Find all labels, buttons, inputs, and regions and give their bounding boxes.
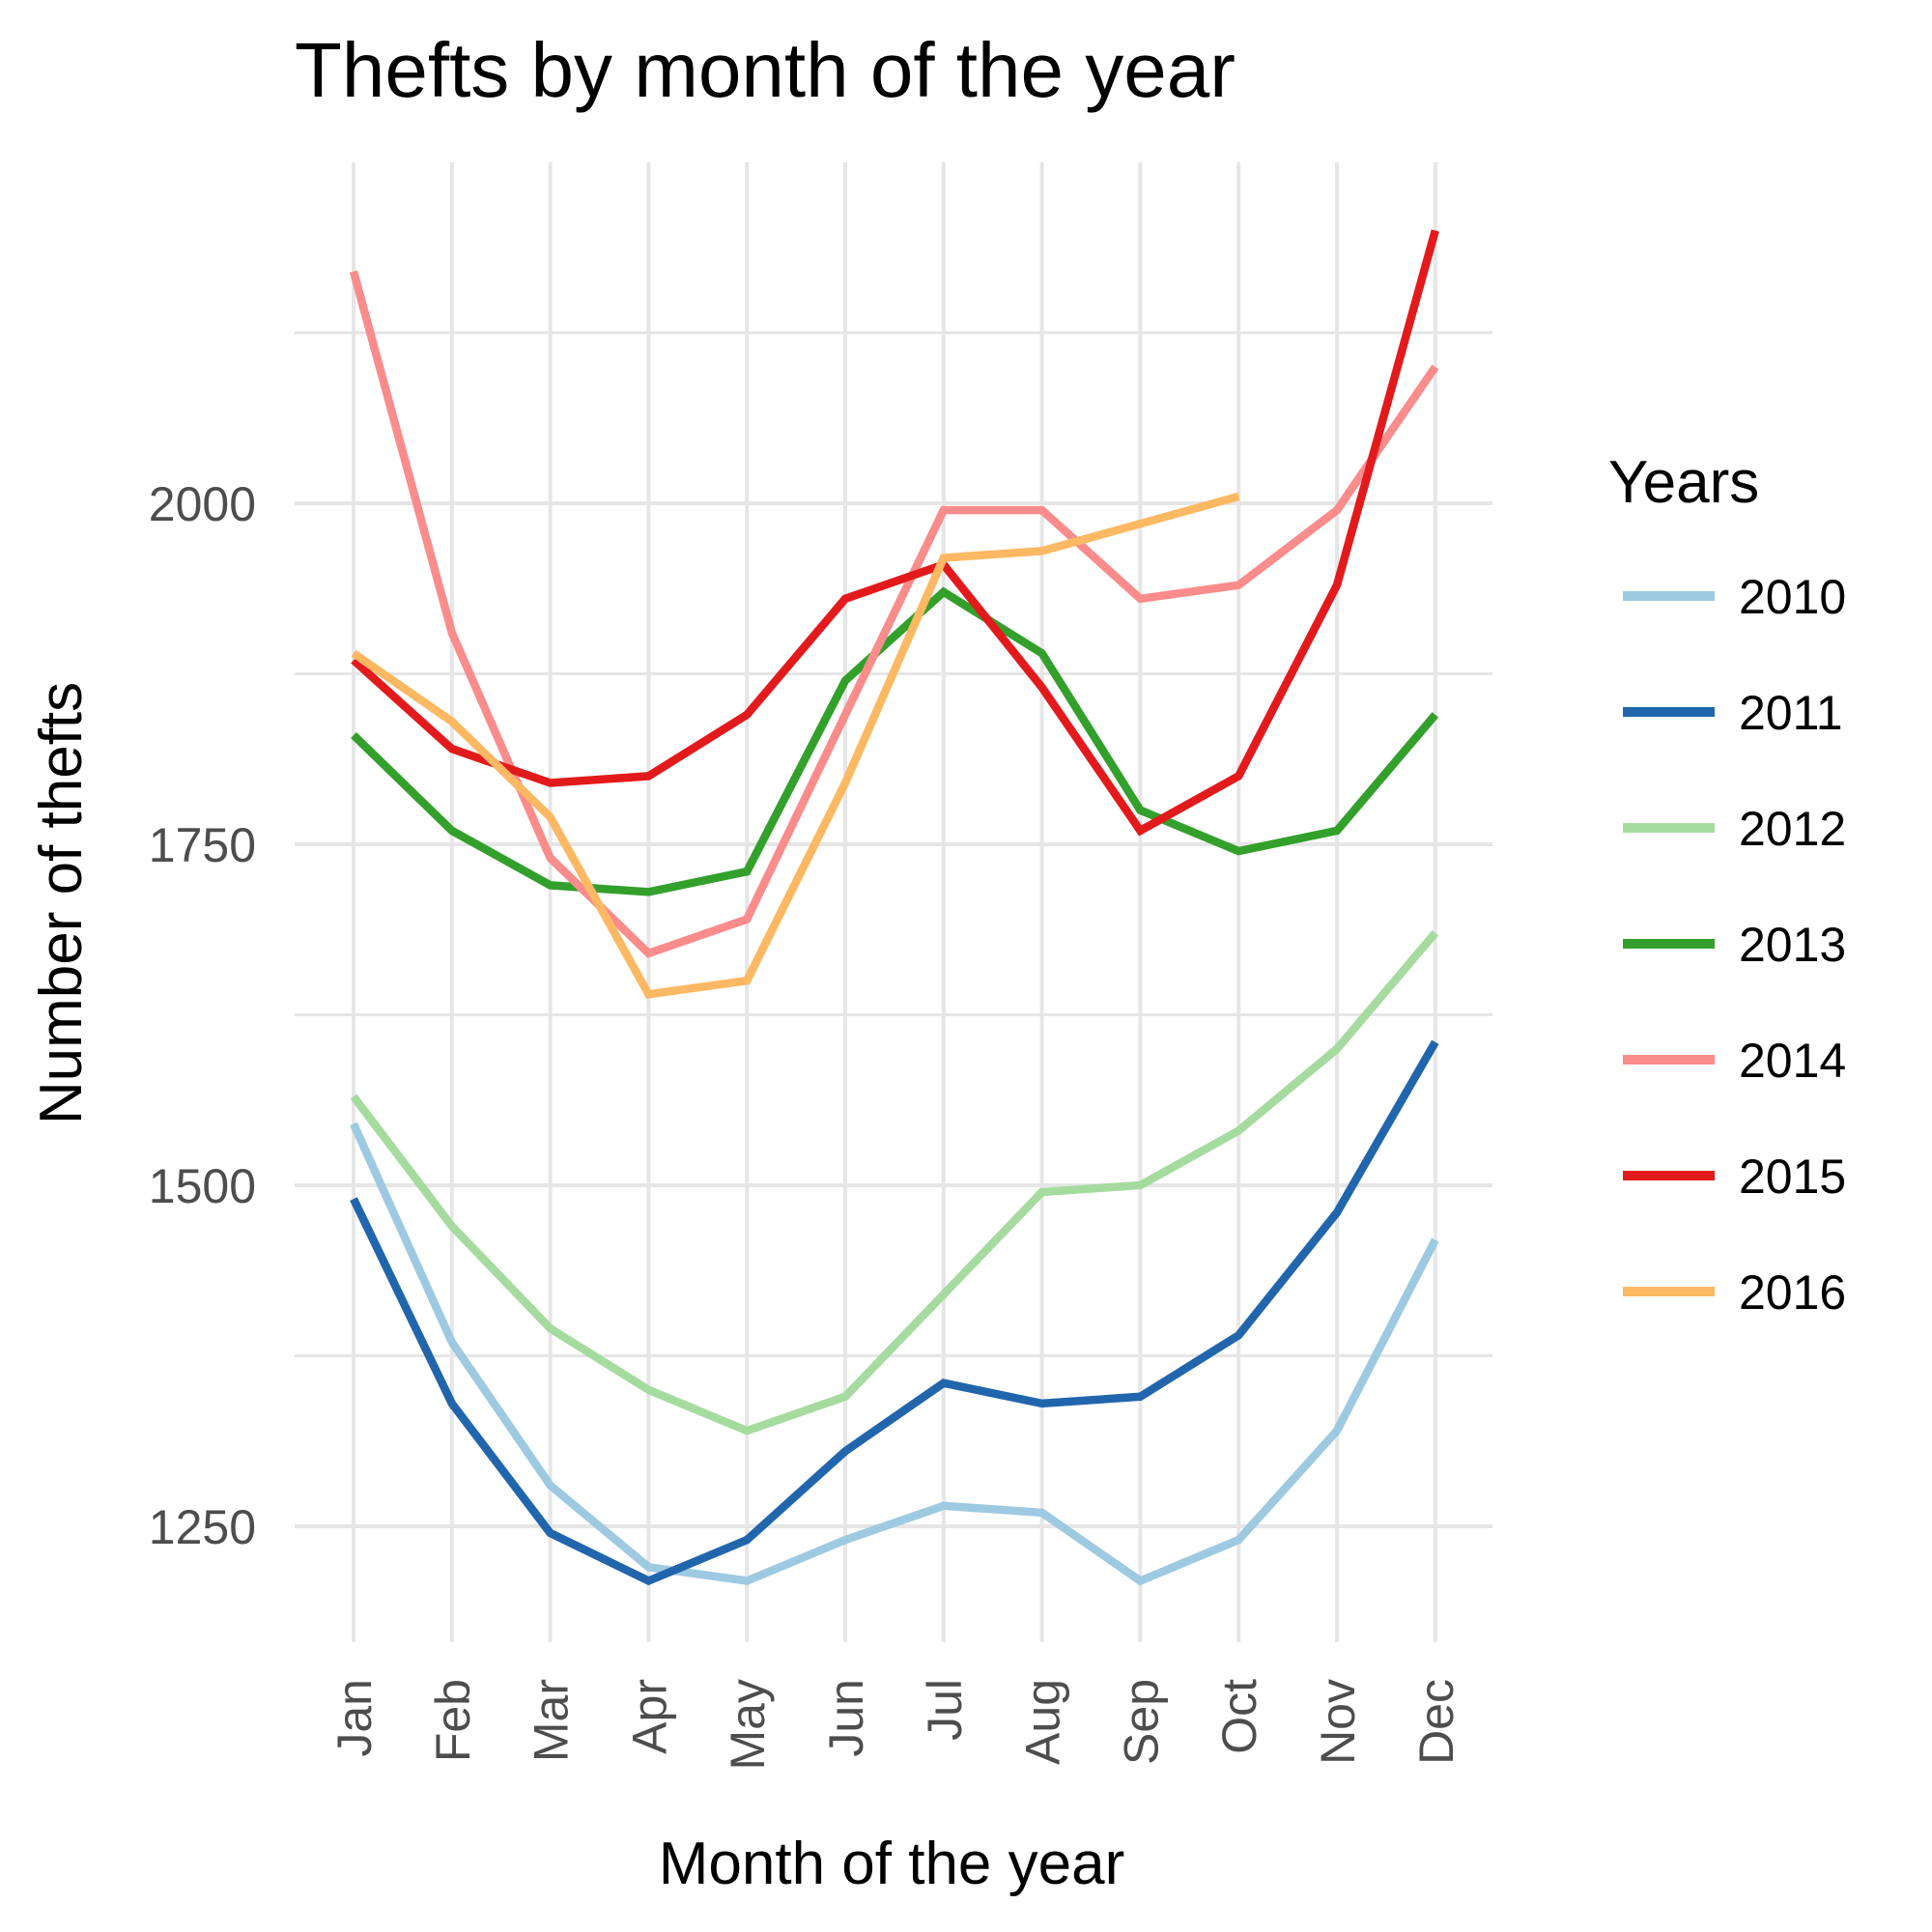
legend-item-2012: 2012 — [1623, 802, 1846, 856]
x-tick-label: Sep — [1114, 1679, 1168, 1765]
series-lines — [349, 229, 1439, 1586]
x-tick-label: Apr — [622, 1679, 676, 1754]
x-tick-label: Aug — [1016, 1679, 1070, 1765]
x-tick-label: Nov — [1311, 1679, 1365, 1765]
x-tick-label: Jun — [819, 1679, 873, 1757]
legend-item-2014: 2014 — [1623, 1034, 1846, 1088]
y-tick-label: 1500 — [149, 1159, 256, 1213]
legend: Years 2010 2011 2012 2013 2014 2015 2016 — [1608, 449, 1846, 1320]
y-axis-ticks: 1250 1500 1750 2000 — [149, 477, 256, 1554]
legend-item-2011: 2011 — [1623, 686, 1843, 740]
legend-title: Years — [1608, 449, 1759, 516]
legend-items: 2010 2011 2012 2013 2014 2015 2016 — [1623, 570, 1846, 1320]
legend-label: 2016 — [1739, 1265, 1846, 1320]
series-line-2015 — [351, 229, 1439, 837]
x-tick-label: May — [721, 1679, 775, 1770]
legend-item-2015: 2015 — [1623, 1150, 1846, 1204]
x-tick-label: Jul — [918, 1679, 972, 1741]
y-tick-label: 1250 — [149, 1500, 256, 1554]
series-line-2010 — [350, 1122, 1439, 1586]
series-line-2016 — [351, 492, 1240, 999]
legend-item-2010: 2010 — [1623, 570, 1846, 624]
legend-item-2016: 2016 — [1623, 1265, 1846, 1320]
legend-label: 2015 — [1739, 1150, 1846, 1204]
x-axis-ticks: Jan Feb Mar Apr May Jun Jul Aug Sep Oct Nov Dec — [327, 1679, 1463, 1771]
chart-title: Thefts by month of the year — [295, 27, 1236, 113]
legend-label: 2013 — [1739, 918, 1846, 972]
series-line-2012 — [350, 930, 1439, 1435]
series-line-2013 — [351, 586, 1439, 896]
legend-item-2013: 2013 — [1623, 918, 1846, 972]
x-tick-label: Feb — [426, 1679, 480, 1762]
x-tick-label: Dec — [1409, 1679, 1463, 1765]
y-tick-label: 1750 — [149, 818, 256, 872]
legend-label: 2012 — [1739, 802, 1846, 856]
legend-label: 2014 — [1739, 1034, 1846, 1088]
y-axis-title: Number of thefts — [28, 682, 95, 1124]
x-tick-label: Jan — [327, 1679, 382, 1757]
x-axis-title: Month of the year — [659, 1831, 1125, 1897]
x-tick-label: Oct — [1212, 1679, 1266, 1754]
legend-label: 2011 — [1739, 686, 1843, 740]
series-line-2011 — [350, 1039, 1439, 1586]
series-line-2014 — [349, 270, 1439, 958]
legend-label: 2010 — [1739, 570, 1846, 624]
y-tick-label: 2000 — [149, 477, 256, 531]
x-tick-label: Mar — [525, 1679, 579, 1762]
